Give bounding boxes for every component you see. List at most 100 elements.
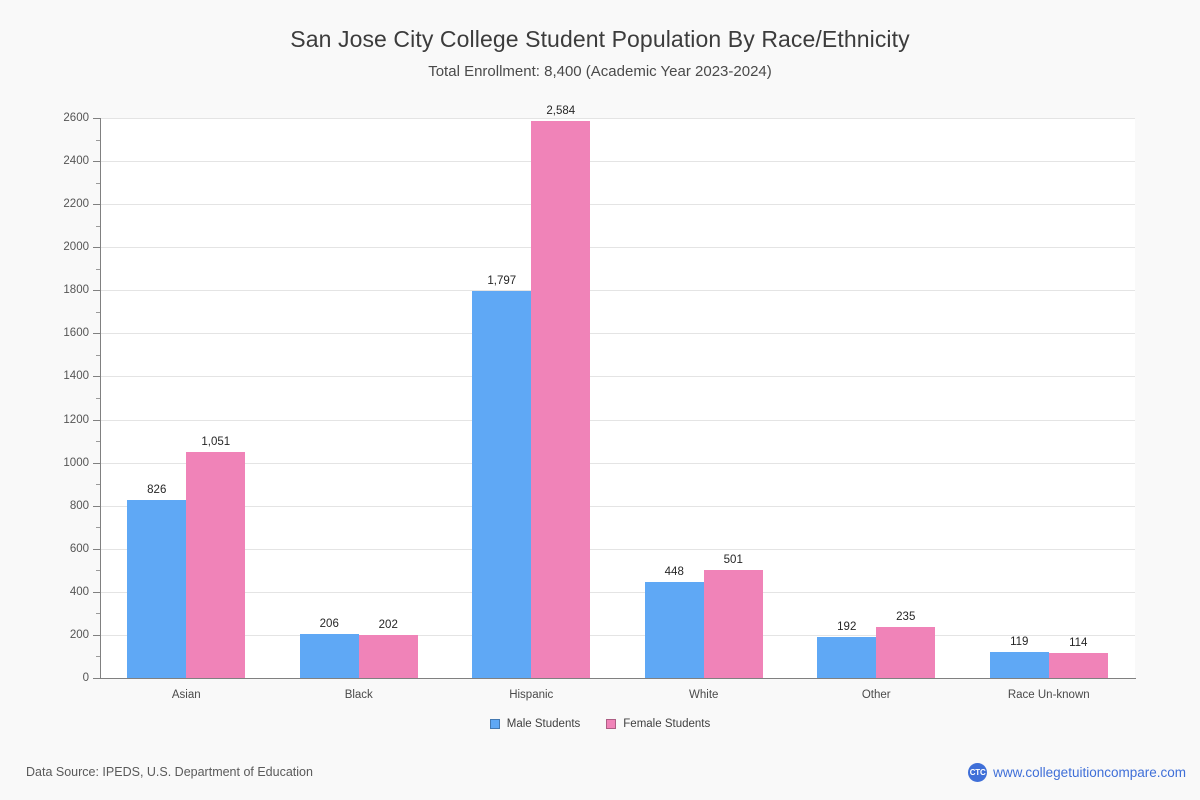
bar-female[interactable]: 235 bbox=[876, 611, 936, 678]
x-axis-label: Asian bbox=[171, 689, 201, 701]
legend-swatch-icon bbox=[489, 719, 500, 729]
data-source-note: Data Source: IPEDS, U.S. Department of E… bbox=[26, 765, 313, 779]
y-tick-major bbox=[93, 247, 100, 249]
y-tick-major bbox=[93, 419, 100, 421]
y-tick-major bbox=[93, 591, 100, 593]
y-axis-line bbox=[100, 118, 101, 679]
gridline bbox=[100, 333, 1135, 335]
bar-value-label: 192 bbox=[837, 620, 857, 633]
bar-value-label: 235 bbox=[896, 611, 916, 624]
legend-item-male[interactable]: Male Students bbox=[489, 718, 581, 730]
x-axis-label: Hispanic bbox=[509, 689, 554, 701]
x-axis-label: Black bbox=[344, 689, 373, 701]
legend-item-female[interactable]: Female Students bbox=[606, 718, 710, 730]
y-axis-label: 2200 bbox=[63, 198, 89, 211]
y-tick-major bbox=[93, 118, 100, 119]
y-tick-minor bbox=[96, 570, 100, 572]
y-axis-label: 0 bbox=[82, 672, 89, 684]
plot-background bbox=[100, 118, 1135, 678]
gridline bbox=[100, 548, 1135, 550]
bar-series-layer: 826 1,051 206 202 1,797 2,584 448 501 192 235 119 1… bbox=[100, 105, 1135, 678]
gridline bbox=[100, 419, 1135, 421]
bar-value-label: 501 bbox=[723, 554, 743, 567]
chart-subtitle: Total Enrollment: 8,400 (Academic Year 2… bbox=[428, 63, 772, 80]
bar-value-label: 826 bbox=[147, 484, 167, 497]
bar-value-label: 448 bbox=[664, 565, 684, 578]
bar-male[interactable]: 206 bbox=[299, 618, 359, 678]
x-axis-label: Other bbox=[861, 689, 891, 701]
bar-female[interactable]: 202 bbox=[358, 619, 418, 678]
bar-value-label: 114 bbox=[1069, 637, 1088, 650]
bar-female[interactable]: 501 bbox=[703, 554, 763, 678]
gridline bbox=[100, 118, 1135, 119]
y-tick-minor bbox=[96, 398, 100, 399]
y-tick-major bbox=[93, 634, 100, 636]
y-tick-major bbox=[93, 462, 100, 464]
gridline bbox=[100, 247, 1135, 249]
y-tick-minor bbox=[96, 311, 100, 313]
y-tick-minor bbox=[96, 484, 100, 486]
y-tick-minor bbox=[96, 613, 100, 615]
x-axis-label: White bbox=[689, 689, 719, 701]
y-tick-minor bbox=[96, 268, 100, 270]
bar-group: 206 202 bbox=[273, 118, 446, 678]
brand-watermark[interactable]: CTC www.collegetuitioncompare.com bbox=[968, 763, 1186, 782]
y-axis-label: 2600 bbox=[63, 112, 89, 124]
bar-male[interactable]: 448 bbox=[644, 566, 704, 678]
bar-value-label: 2,584 bbox=[546, 105, 576, 118]
y-tick-major bbox=[93, 333, 100, 335]
brand-url-link[interactable]: www.collegetuitioncompare.com bbox=[993, 765, 1186, 780]
gridline bbox=[100, 591, 1135, 593]
y-axis-label: 800 bbox=[69, 499, 89, 512]
x-axis-label: Race Un-known bbox=[1007, 689, 1090, 701]
gridline bbox=[100, 462, 1135, 464]
legend-label: Male Students bbox=[506, 718, 581, 730]
bar-value-label: 1,797 bbox=[487, 274, 517, 287]
y-axis-label: 400 bbox=[69, 585, 89, 598]
bar-value-label: 202 bbox=[378, 618, 398, 631]
y-axis-label: 1800 bbox=[63, 284, 89, 297]
bar-female[interactable]: 2,584 bbox=[531, 105, 591, 678]
chart-title: San Jose City College Student Population… bbox=[290, 26, 910, 52]
ctc-logo-icon: CTC bbox=[968, 763, 988, 782]
bar-group: 1,797 2,584 bbox=[445, 105, 618, 678]
bar-male[interactable]: 826 bbox=[127, 484, 187, 678]
legend-label: Female Students bbox=[623, 718, 711, 730]
y-axis-label: 1400 bbox=[63, 370, 89, 383]
y-axis-label: 200 bbox=[69, 628, 89, 641]
y-axis-label: 600 bbox=[69, 542, 89, 555]
bar-group: 826 1,051 bbox=[100, 118, 273, 678]
y-tick-minor bbox=[96, 441, 100, 443]
y-tick-major bbox=[93, 678, 100, 679]
bar-female[interactable]: 114 bbox=[1048, 637, 1108, 678]
bar-male[interactable]: 1,797 bbox=[472, 275, 532, 678]
y-tick-major bbox=[93, 548, 100, 550]
gridline bbox=[100, 161, 1135, 163]
y-axis-label: 1000 bbox=[63, 456, 89, 469]
y-tick-major bbox=[93, 204, 100, 206]
y-tick-major bbox=[93, 290, 100, 292]
y-axis-ticks: 0 200 400 600 800 1000 1200 1400 1600 1800 2000 220… bbox=[63, 112, 101, 684]
y-tick-minor bbox=[96, 354, 100, 356]
y-tick-minor bbox=[96, 527, 100, 529]
y-tick-minor bbox=[96, 182, 100, 184]
bar-group: 448 501 bbox=[618, 118, 791, 678]
bar-group: 192 235 bbox=[790, 118, 963, 678]
x-axis-line bbox=[100, 678, 1136, 679]
chart-legend: Male Students Female Students bbox=[0, 718, 1200, 730]
y-axis-label: 2400 bbox=[63, 155, 89, 168]
y-tick-major bbox=[93, 161, 100, 163]
y-axis-label: 1600 bbox=[63, 327, 89, 340]
bar-male[interactable]: 192 bbox=[817, 621, 877, 678]
bar-value-label: 119 bbox=[1010, 636, 1029, 649]
y-tick-minor bbox=[96, 656, 100, 658]
bar-value-label: 206 bbox=[319, 617, 339, 630]
y-axis-label: 2000 bbox=[63, 241, 89, 254]
gridline bbox=[100, 505, 1135, 507]
y-tick-minor bbox=[96, 139, 100, 141]
gridline bbox=[100, 290, 1135, 292]
bar-male[interactable]: 119 bbox=[989, 636, 1049, 678]
gridline bbox=[100, 634, 1135, 636]
legend-swatch-icon bbox=[606, 719, 617, 729]
bar-female[interactable]: 1,051 bbox=[186, 436, 246, 678]
